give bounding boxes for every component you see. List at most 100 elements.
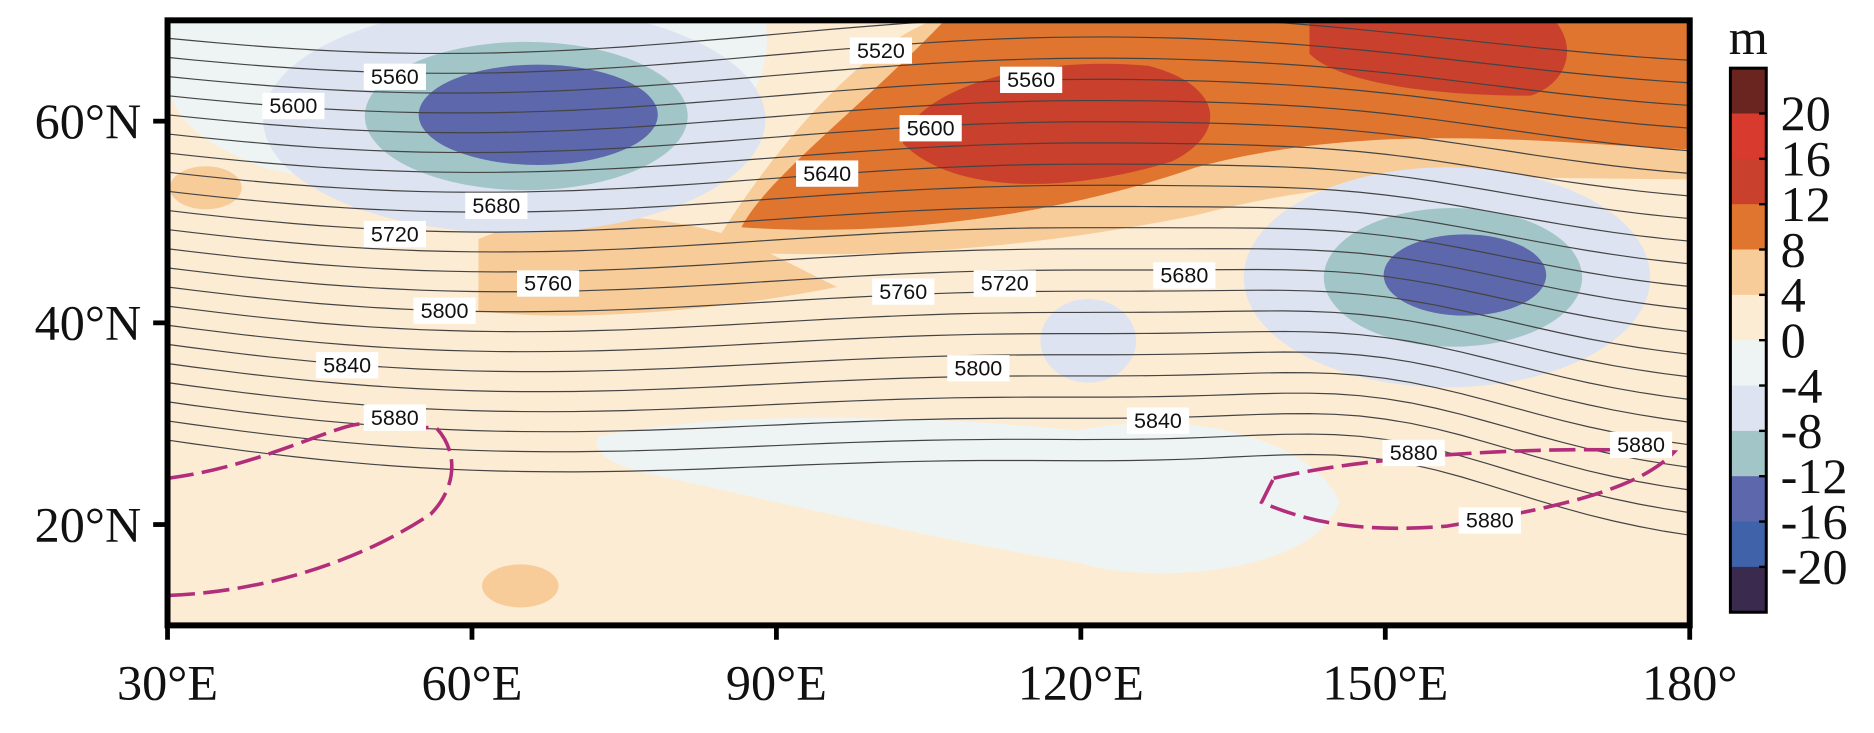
- contour-label: 5720: [981, 272, 1029, 296]
- colorbar-tick-label: 8: [1781, 221, 1806, 277]
- contour-label: 5560: [1007, 68, 1055, 92]
- anomaly-fill: [418, 64, 658, 166]
- y-tick-label: 20°N: [35, 496, 142, 552]
- contour-label-box: [947, 355, 1010, 382]
- contour-label: 5840: [323, 353, 371, 377]
- colorbar-tick-label: -8: [1781, 403, 1823, 459]
- anomaly-fill: [482, 564, 559, 608]
- contour-line: [167, 248, 1690, 310]
- contour-line: [167, 99, 1690, 152]
- colorbar-tick-label: 12: [1781, 176, 1831, 232]
- contour-label-box: [1609, 431, 1673, 459]
- contour-label-box: [1153, 262, 1216, 289]
- colorbar-band: [1730, 340, 1767, 387]
- x-tick-label: 60°E: [421, 655, 522, 711]
- contour-line: [167, 362, 1690, 446]
- anomaly-fill: [169, 166, 242, 210]
- colorbar-band: [1730, 430, 1767, 477]
- contour-label: 5840: [1134, 409, 1182, 433]
- colorbar-tick-label: -4: [1781, 357, 1823, 413]
- contour-label: 5720: [371, 222, 419, 246]
- x-tick-label: 180°: [1642, 655, 1737, 711]
- contour-label: 5880: [371, 406, 419, 430]
- anomaly-fill: [596, 417, 1340, 574]
- colorbar-tick-label: 4: [1781, 267, 1806, 323]
- map-area: 5520 5560 5560 5600 5600 5640 5680 5680 5720 5720…: [167, 20, 1690, 626]
- contour-label-box: [1382, 439, 1445, 467]
- contour-line: [167, 343, 1690, 423]
- anomaly-fill: [1383, 234, 1547, 316]
- colorbar-tick-label: 0: [1781, 312, 1806, 368]
- x-tick-label: 150°E: [1322, 655, 1448, 711]
- colorbar-band: [1730, 476, 1767, 523]
- contour-label-box: [849, 37, 913, 64]
- colorbar-band: [1730, 385, 1767, 432]
- contour-line: [167, 163, 1690, 220]
- x-tick-label: 120°E: [1018, 655, 1144, 711]
- contour-label-box: [1000, 66, 1063, 93]
- contour-line: [167, 305, 1690, 378]
- colorbar-tick-label: 16: [1781, 131, 1831, 187]
- contour-label-box: [516, 270, 580, 297]
- contour-line: [167, 324, 1690, 401]
- colorbar-band: [1730, 294, 1767, 341]
- contour-label: 5600: [907, 116, 955, 140]
- colorbar-tick-label: -16: [1781, 493, 1848, 549]
- contour-line: [167, 267, 1690, 333]
- y-tick-label: 40°N: [35, 295, 142, 351]
- contour-label: 5640: [803, 162, 851, 186]
- anomaly-fill: [1040, 298, 1137, 383]
- y-tick-label: 60°N: [35, 93, 142, 149]
- contour-line: [167, 184, 1690, 242]
- contour-label-box: [796, 160, 859, 187]
- colorbar-tick-label: -20: [1781, 539, 1848, 595]
- contour-line: [167, 227, 1690, 288]
- contour-label-box: [1126, 407, 1190, 434]
- contour-label-box: [465, 192, 528, 220]
- contour-label: 5520: [857, 39, 905, 63]
- contour-label-box: [363, 220, 426, 248]
- colorbar-unit: m: [1729, 9, 1768, 65]
- contour-label-box: [872, 278, 935, 305]
- contour-label-box: [899, 115, 962, 142]
- contour-line: [167, 78, 1690, 129]
- contour-label: 5760: [524, 272, 572, 296]
- colorbar-band: [1730, 521, 1767, 568]
- contour-label: 5800: [421, 299, 469, 323]
- axes: 30°E 60°E 90°E 120°E 150°E 180° 20°N 40°N 60°N: [35, 93, 1738, 711]
- contour-label-box: [973, 270, 1036, 297]
- contour-label: 5680: [472, 194, 520, 218]
- contour-label-box: [363, 63, 426, 90]
- contour-label-box: [316, 352, 379, 379]
- colorbar-band: [1730, 566, 1767, 613]
- contour-label-box: [363, 404, 426, 431]
- x-tick-label: 90°E: [726, 655, 827, 711]
- colorbar-band: [1730, 68, 1767, 115]
- contour-label-box: [1458, 507, 1521, 534]
- colorbar-band: [1730, 249, 1767, 296]
- contour-line: [167, 57, 1690, 107]
- contour-label: 5800: [954, 356, 1002, 380]
- x-tick-label: 30°E: [117, 655, 218, 711]
- colorbar-band: [1730, 113, 1767, 160]
- contour-label: 5560: [371, 65, 419, 89]
- contour-label-box: [262, 92, 325, 120]
- contour-label: 5600: [269, 94, 317, 118]
- contour-label-box: [413, 297, 476, 324]
- contour-label: 5880: [1466, 509, 1514, 533]
- colorbar-band: [1730, 158, 1767, 205]
- colorbar-tick-label: 20: [1781, 85, 1831, 141]
- anomaly-fill: [902, 63, 1211, 185]
- colorbar-band: [1730, 204, 1767, 251]
- contour-5880: [167, 422, 454, 598]
- contour-line: [167, 142, 1690, 197]
- contour-labels: 5520 5560 5560 5600 5600 5640 5680 5680 5720 5720…: [262, 37, 1673, 534]
- contour-label: 5880: [1390, 441, 1438, 465]
- colorbar-tick-label: -12: [1781, 448, 1848, 504]
- contour-label: 5880: [1617, 433, 1665, 457]
- contour-line: [167, 439, 1690, 536]
- contour-label: 5760: [879, 280, 927, 304]
- contour-label: 5680: [1160, 264, 1208, 288]
